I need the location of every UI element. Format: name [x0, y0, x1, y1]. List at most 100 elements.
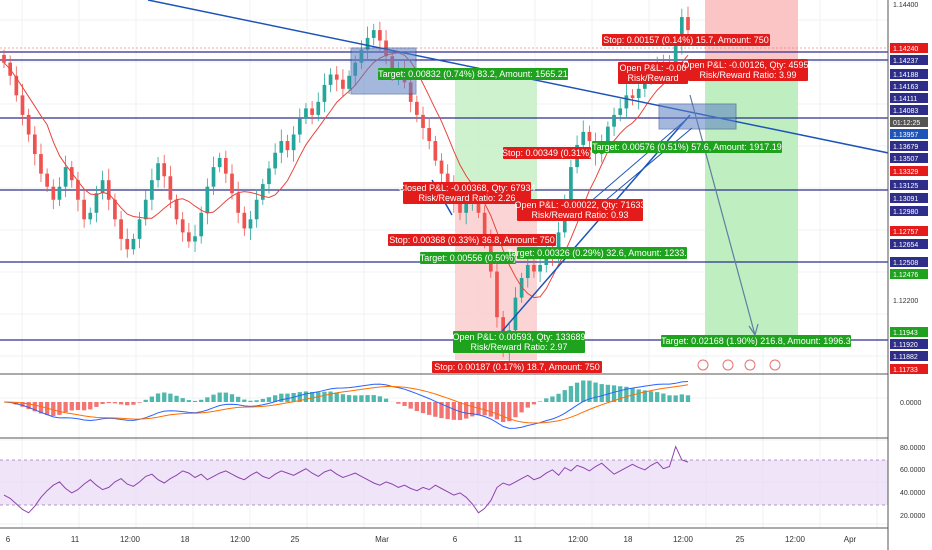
annotation-text: Stop: 0.00157 (0.14%) 15.7, Amount: 750	[603, 35, 769, 45]
price-tick: 1.13507	[890, 153, 928, 163]
candle	[2, 49, 6, 68]
position-labels: Target: 0.00832 (0.74%) 83.2, Amount: 15…	[378, 34, 851, 373]
candle	[76, 171, 80, 212]
price-tick-label: 1.14111	[893, 96, 917, 103]
candle	[143, 190, 148, 226]
price-tick-label: 1.12654	[893, 242, 918, 249]
annotation-text: Stop: 0.00187 (0.17%) 18.7, Amount: 750	[434, 362, 600, 372]
candle	[94, 185, 99, 223]
macd-histogram-bar	[383, 398, 389, 402]
macd-histogram-bar	[38, 402, 44, 414]
annotation-label: Open P&L: 0.00593, Qty: 133689Risk/Rewar…	[452, 331, 586, 353]
candle	[636, 80, 641, 110]
event-markers	[697, 359, 781, 371]
candle	[341, 69, 345, 98]
price-tick: 1.14240	[890, 43, 928, 53]
macd-histogram-bar	[685, 395, 691, 402]
annotation-text: Open P&L: -0.00126, Qty: 45955	[682, 60, 813, 70]
candle	[439, 153, 444, 184]
macd-histogram-bar	[574, 382, 580, 402]
annotation-text: Closed P&L: -0.00368, Qty: 67934	[398, 183, 535, 193]
time-tick-label: Apr	[844, 535, 857, 544]
candle	[57, 177, 62, 207]
candle	[137, 212, 142, 249]
macd-line	[3, 381, 689, 429]
price-tick-label: 1.13957	[893, 132, 918, 139]
macd-histogram-bar	[433, 402, 438, 417]
macd-panel	[3, 380, 691, 429]
candle	[421, 106, 425, 140]
macd-histogram-bar	[112, 402, 118, 404]
macd-histogram-bar	[192, 400, 198, 402]
time-tick-label: 12:00	[230, 535, 251, 544]
candle	[618, 99, 623, 122]
macd-histogram-bar	[297, 392, 302, 402]
annotation-label: Open P&L: -0.00126, Qty: 45955Risk/Rewar…	[682, 59, 814, 81]
macd-histogram-bar	[494, 402, 500, 420]
price-tick: 1.14163	[890, 81, 928, 91]
macd-histogram-bar	[673, 395, 678, 402]
price-tick: 1.12980	[890, 206, 928, 216]
macd-histogram-bar	[155, 393, 161, 402]
candle	[260, 178, 265, 205]
macd-histogram-bar	[550, 396, 555, 402]
rsi-band	[0, 460, 888, 505]
macd-tick-label: 0.0000	[900, 400, 922, 407]
price-tick-label: 1.13091	[893, 196, 918, 203]
macd-histogram-bar	[75, 402, 81, 411]
macd-histogram-bar	[427, 402, 432, 415]
time-tick-label: 11	[514, 535, 523, 544]
candle	[51, 179, 56, 210]
annotation-label: Target: 0.02168 (1.90%) 216.8, Amount: 1…	[661, 335, 851, 347]
annotation-label: Closed P&L: -0.00368, Qty: 67934Risk/Rew…	[398, 182, 536, 204]
price-tick: 1.12654	[890, 239, 928, 249]
annotation-text: Target: 0.02168 (1.90%) 216.8, Amount: 1…	[661, 336, 851, 346]
rsi-tick-label: 80.0000	[900, 445, 925, 452]
macd-histogram-bar	[464, 402, 469, 419]
candle	[113, 193, 117, 227]
macd-histogram-bar	[507, 402, 512, 422]
price-tick-label: 1.11733	[893, 367, 918, 374]
macd-histogram-bar	[143, 399, 148, 402]
candle	[63, 155, 68, 198]
candle	[193, 224, 197, 252]
candle	[106, 168, 111, 211]
candle	[279, 129, 284, 164]
price-tick-label: 1.14237	[893, 58, 918, 65]
macd-histogram-bar	[648, 391, 654, 402]
macd-histogram-bar	[285, 393, 290, 402]
macd-histogram-bar	[482, 402, 487, 416]
candle	[686, 6, 690, 39]
candle	[525, 257, 530, 288]
candle	[150, 168, 154, 211]
candle	[125, 228, 130, 258]
price-tick-label: 1.13329	[893, 169, 918, 176]
price-tick: 1.14400	[890, 0, 928, 9]
macd-histogram-bar	[396, 402, 401, 404]
time-tick-label: Mar	[375, 535, 389, 544]
macd-histogram-bar	[618, 386, 623, 402]
price-tick-label: 1.12508	[893, 260, 918, 267]
current-time-tag: 01:12:25	[890, 117, 928, 127]
candle	[624, 83, 629, 119]
time-axis-labels: 6 11 12:00 18 12:00 25 Mar 6 11 12:00 18 12:00 25 12:…	[6, 535, 857, 544]
price-tick: 1.12508	[890, 257, 928, 267]
macd-histogram-bar	[51, 402, 56, 416]
price-axis-labels: 1.14400 1.14240 1.14237 1.14188 1.14163 1.141…	[890, 0, 928, 520]
candle	[82, 189, 86, 228]
time-tick-label: 12:00	[120, 535, 141, 544]
candle	[69, 160, 74, 188]
annotation-label: Target: 0.00832 (0.74%) 83.2, Amount: 15…	[378, 68, 568, 80]
candle	[223, 150, 228, 184]
annotation-text: Target: 0.00326 (0.29%) 32.6, Amount: 12…	[507, 248, 697, 258]
annotation-text: Risk/Reward Ratio: 0.93	[531, 210, 628, 220]
annotation-text: Open P&L: 0.00593, Qty: 133689	[452, 332, 585, 342]
macd-histogram-bar	[414, 402, 420, 412]
macd-histogram-bar	[439, 402, 444, 419]
moving-average-line	[3, 52, 689, 299]
macd-histogram-bar	[242, 399, 247, 402]
candle	[205, 178, 210, 225]
time-tick-label: 11	[71, 535, 80, 544]
